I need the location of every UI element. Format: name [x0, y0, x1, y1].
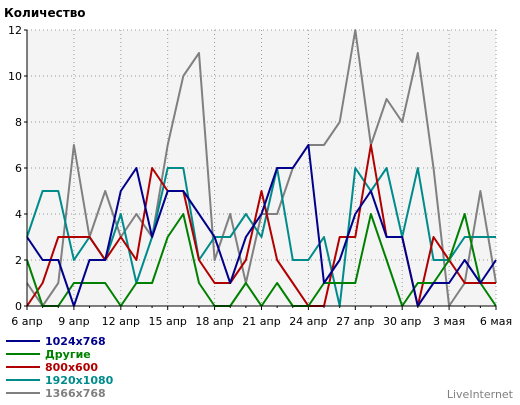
x-tick-label: 12 апр [102, 315, 140, 328]
x-tick-label: 30 апр [383, 315, 421, 328]
x-tick-label: 15 апр [148, 315, 186, 328]
x-tick-label: 3 мая [433, 315, 465, 328]
axes [26, 30, 496, 307]
y-tick-label: 10 [8, 70, 22, 83]
legend-label: 1024x768 [45, 335, 106, 348]
y-axis-label: Количество [4, 6, 86, 20]
y-tick-label: 0 [15, 300, 22, 313]
x-tick-label: 18 апр [195, 315, 233, 328]
legend-label: 1366x768 [45, 387, 106, 400]
x-tick-label: 24 апр [289, 315, 327, 328]
legend-label: Другие [45, 348, 91, 361]
y-tick-label: 6 [15, 162, 22, 175]
plot-area [27, 30, 496, 306]
y-tick-label: 4 [15, 208, 22, 221]
x-tick-label: 6 мая [480, 315, 512, 328]
y-tick-label: 8 [15, 116, 22, 129]
x-tick-label: 6 апр [11, 315, 42, 328]
y-tick-label: 12 [8, 24, 22, 37]
x-tick-label: 21 апр [242, 315, 280, 328]
legend-label: 1920x1080 [45, 374, 114, 387]
x-tick-label: 27 апр [336, 315, 374, 328]
legend-label: 800x600 [45, 361, 98, 374]
y-tick-label: 2 [15, 254, 22, 267]
watermark-text: LiveInternet [447, 388, 514, 401]
y-axis: 0 2 4 6 8 10 12 [8, 24, 27, 313]
x-tick-label: 9 апр [58, 315, 89, 328]
x-axis: 6 апр 9 апр 12 апр 15 апр 18 апр 21 апр 24 апр… [11, 306, 512, 328]
